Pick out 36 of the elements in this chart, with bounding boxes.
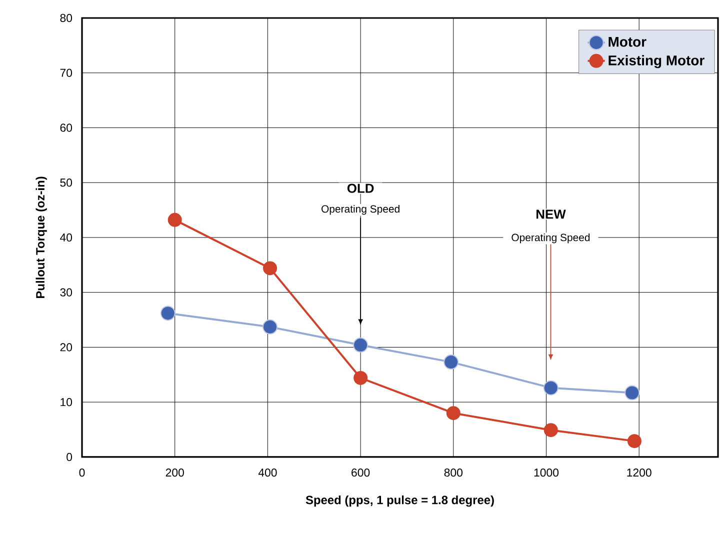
x-tick-label: 200: [166, 468, 184, 477]
x-tick-label: 1000: [534, 468, 559, 477]
x-tick-label: 600: [352, 468, 370, 477]
point: [627, 434, 642, 448]
point: [262, 319, 278, 334]
x-tick-label: 0: [79, 468, 85, 477]
x-tick-label: 400: [258, 468, 277, 477]
y-tick-label: 30: [60, 288, 72, 296]
y-tick-label: 10: [60, 398, 72, 406]
legend-label: Motor: [608, 37, 646, 47]
y-tick-label: 50: [60, 178, 72, 187]
y-tick-label: 80: [60, 14, 72, 22]
y-tick-label: 60: [60, 124, 72, 132]
point: [543, 380, 558, 396]
y-axis-title: Pullout Torque (oz-in): [36, 176, 47, 298]
point: [263, 261, 278, 276]
point: [160, 306, 176, 321]
annotation: NEW: [536, 210, 566, 219]
point: [354, 370, 368, 385]
point: [444, 354, 459, 370]
point: [353, 338, 368, 353]
annotation: OLD: [347, 184, 374, 193]
x-tick-label: 1200: [627, 468, 652, 477]
x-tick-label: 800: [444, 468, 462, 477]
y-tick-label: 40: [60, 233, 72, 242]
point: [446, 406, 460, 420]
legend-label: Existing Motor: [608, 55, 704, 68]
y-tick-label: 0: [66, 452, 72, 462]
point: [168, 212, 182, 227]
y-tick-label: 70: [60, 68, 72, 77]
y-tick-label: 20: [60, 343, 72, 352]
annotation: Operating Speed: [512, 233, 590, 244]
point: [544, 423, 558, 438]
annotation: Operating Speed: [322, 204, 400, 215]
point: [624, 385, 640, 400]
x-axis-title: Speed (pps, 1 pulse = 1.8 degree): [306, 495, 494, 507]
